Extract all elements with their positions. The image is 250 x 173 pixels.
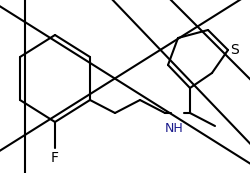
Text: F: F: [51, 151, 59, 165]
Text: S: S: [230, 43, 238, 57]
Text: NH: NH: [164, 121, 183, 134]
